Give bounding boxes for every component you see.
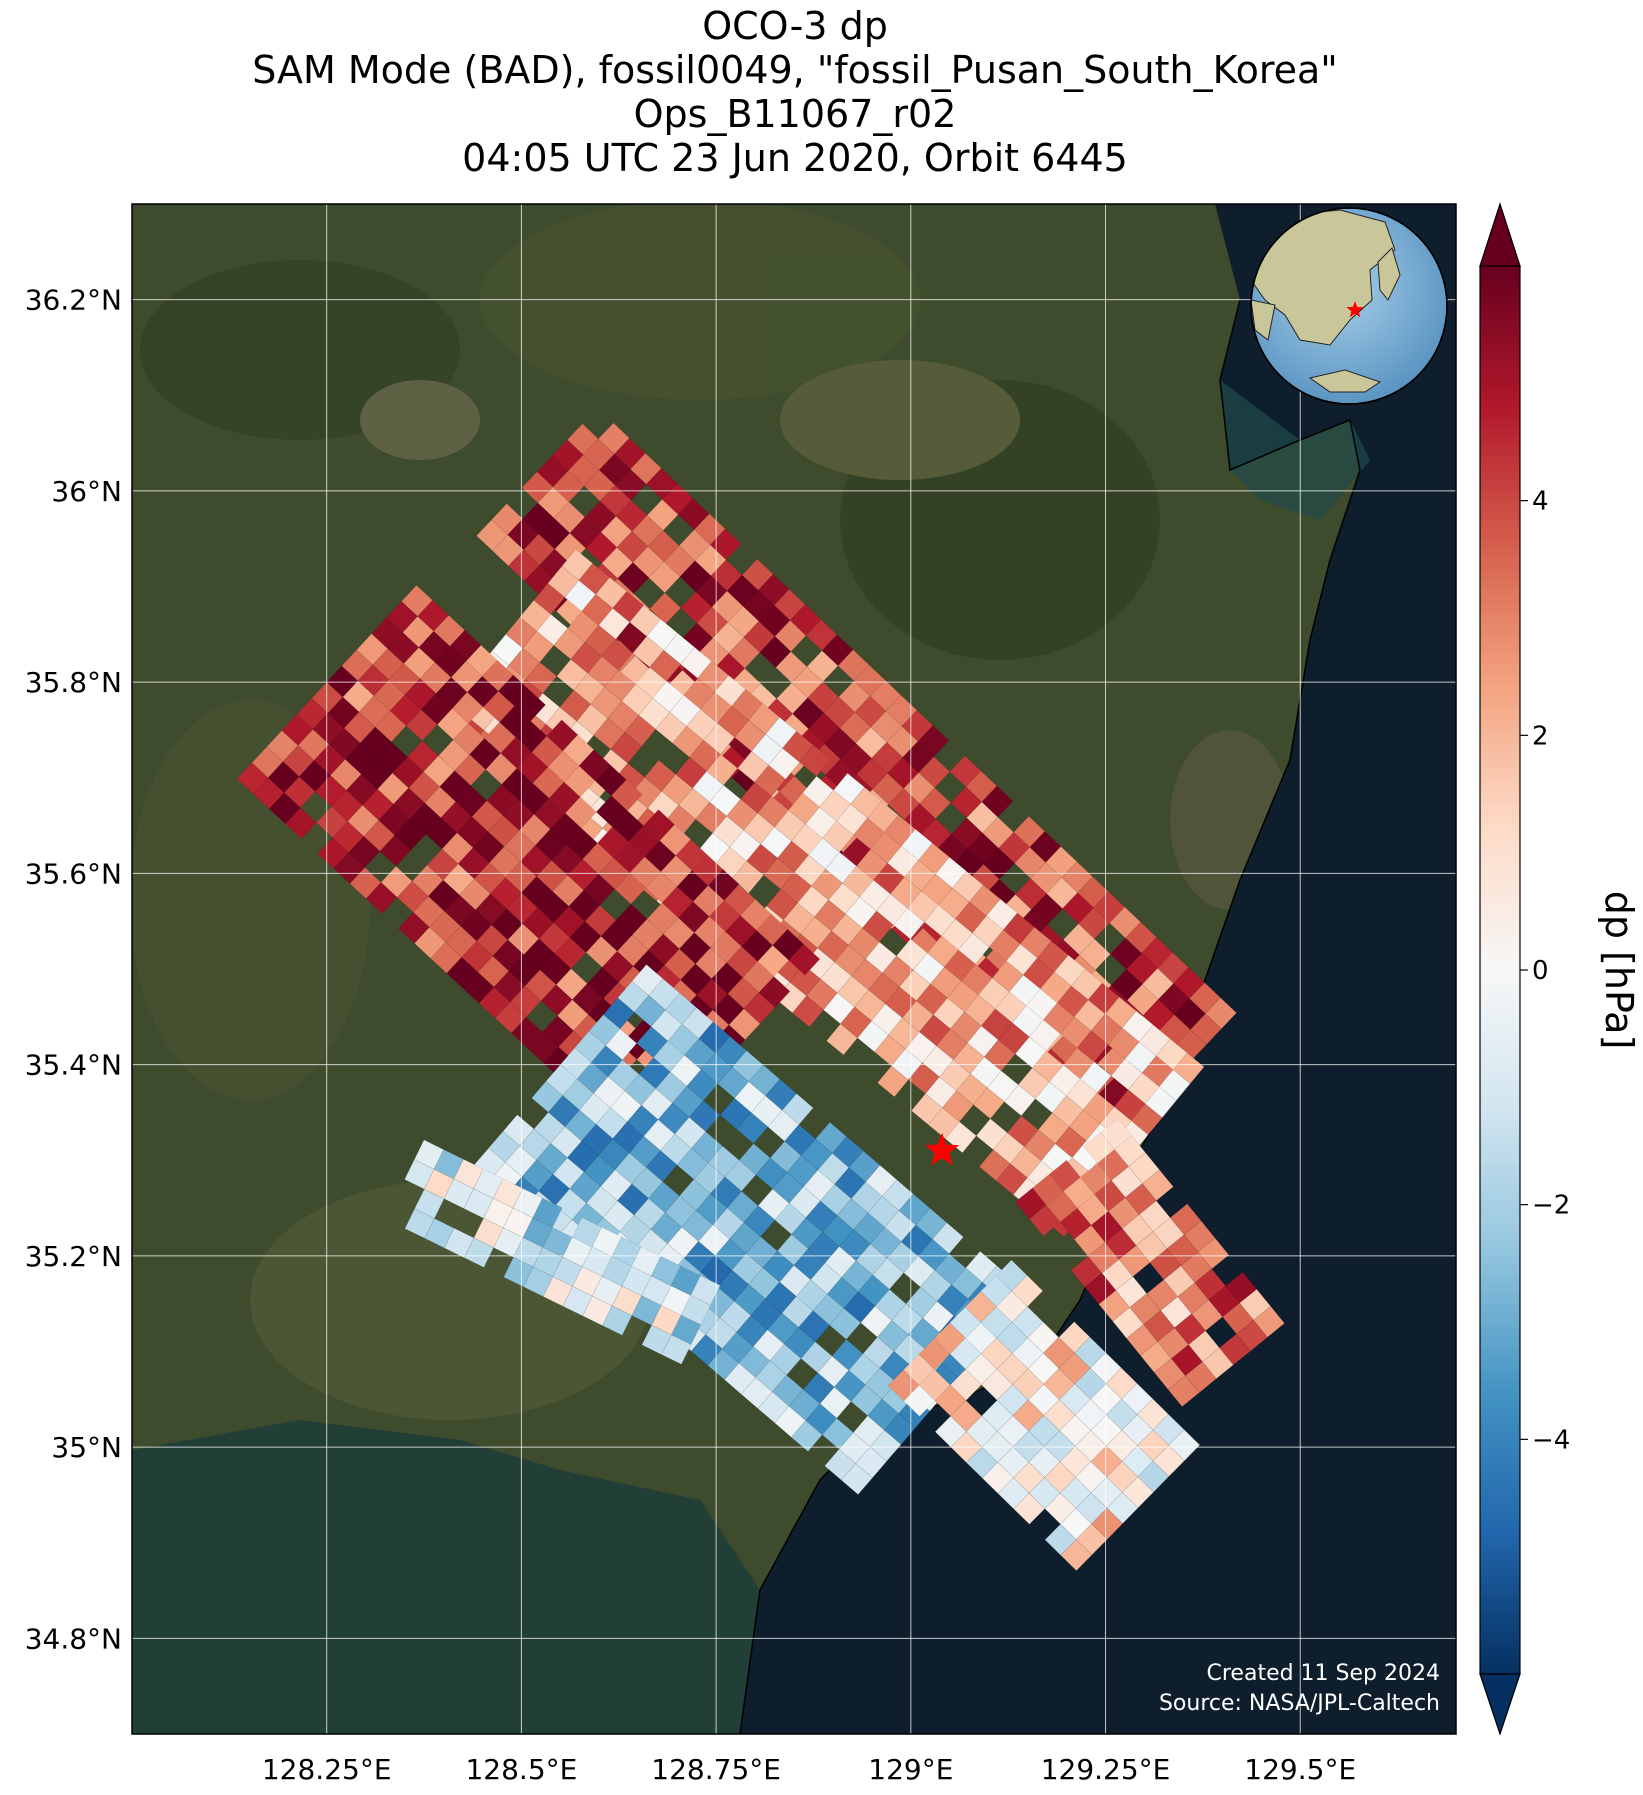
swath-5: [404, 1139, 721, 1365]
ocean-area: [740, 204, 1456, 1734]
dp-cell: [788, 943, 821, 976]
swath-6: [1015, 1118, 1285, 1407]
credit-created: Created 11 Sep 2024: [1207, 1661, 1441, 1686]
dp-cell: [1060, 1539, 1093, 1571]
globe-target-icon: [1346, 301, 1364, 318]
inset-globe: [1250, 207, 1448, 405]
lon-tick-labels: 128.25°E 128.5°E 128.75°E 129°E 129.25°E 129.…: [262, 1753, 1356, 1786]
colorbar-tick-label: 2: [1532, 721, 1549, 751]
lat-tick-label: 34.8°N: [25, 1622, 122, 1655]
lat-tick-label: 36.2°N: [25, 284, 122, 317]
map-frame: [131, 203, 1457, 1735]
dp-cell: [1028, 1204, 1061, 1237]
dp-cell: [841, 1463, 873, 1495]
lon-tick-label: 129.5°E: [1244, 1753, 1356, 1786]
lat-tick-label: 35°N: [51, 1431, 122, 1464]
lon-tick-label: 128.75°E: [651, 1753, 781, 1786]
south-coast-water: [132, 1420, 760, 1734]
colorbar: 4 2 0 −2 −4 dp [hPa]: [1479, 202, 1641, 1736]
terrain-texture: [132, 204, 1290, 1420]
dp-cell: [602, 1305, 633, 1336]
swath-7: [887, 1259, 1201, 1571]
colorbar-ticks: 4 2 0 −2 −4: [1520, 487, 1570, 1455]
map-gridlines: [132, 204, 1456, 1734]
lon-tick-label: 129°E: [868, 1753, 953, 1786]
lat-tick-label: 35.4°N: [25, 1049, 122, 1082]
chart-title: OCO-3 dp SAM Mode (BAD), fossil0049, "fo…: [0, 4, 1590, 180]
dp-soundings: [236, 422, 1285, 1571]
colorbar-tick-label: 4: [1532, 487, 1549, 517]
target-marker: [924, 1132, 960, 1166]
dp-cell: [285, 807, 317, 840]
dp-cell: [1013, 1492, 1046, 1525]
dp-cell: [826, 1023, 858, 1056]
dp-cell: [661, 1334, 692, 1365]
lat-tick-labels: 34.8°N 35°N 35.2°N 35.4°N 35.6°N 35.8°N 36°N 36…: [25, 284, 122, 1656]
lon-tick-label: 128.5°E: [465, 1753, 577, 1786]
lat-tick-label: 35.8°N: [25, 666, 122, 699]
dp-cell: [792, 995, 824, 1028]
dp-cell: [877, 1065, 909, 1098]
title-line-1: OCO-3 dp: [702, 4, 888, 48]
colorbar-label: dp [hPa]: [1597, 891, 1641, 1050]
lat-tick-label: 35.2°N: [25, 1240, 122, 1273]
colorbar-extend-min: [1479, 1673, 1521, 1736]
lat-tick-label: 36°N: [51, 475, 122, 508]
lat-tick-label: 35.6°N: [25, 857, 122, 890]
title-line-4: 04:05 UTC 23 Jun 2020, Orbit 6445: [462, 136, 1128, 180]
title-line-2: SAM Mode (BAD), fossil0049, "fossil_Pusa…: [252, 48, 1338, 92]
globe-indonesia: [1308, 369, 1382, 393]
dp-cell: [365, 882, 398, 914]
colorbar-extend-max: [1479, 202, 1521, 267]
lon-tick-label: 129.25°E: [1041, 1753, 1171, 1786]
globe-asia-land: [1251, 209, 1396, 346]
lon-tick-label: 128.25°E: [262, 1753, 392, 1786]
credit-source: Source: NASA/JPL-Caltech: [1159, 1691, 1440, 1716]
globe-japan: [1377, 247, 1401, 301]
colorbar-tick-label: 0: [1532, 956, 1549, 986]
dp-cell: [463, 1237, 494, 1268]
colorbar-tick-label: −2: [1532, 1191, 1570, 1221]
dp-cell: [790, 1420, 823, 1452]
dp-cell: [1167, 1375, 1200, 1407]
title-line-3: Ops_B11067_r02: [633, 92, 957, 136]
dp-cell: [903, 1384, 936, 1417]
target-star-icon: [924, 1132, 960, 1166]
colorbar-gradient: [1479, 265, 1521, 1675]
globe-india: [1251, 299, 1276, 341]
coastal-water: [1220, 380, 1370, 520]
colorbar-tick-label: −4: [1532, 1425, 1570, 1455]
